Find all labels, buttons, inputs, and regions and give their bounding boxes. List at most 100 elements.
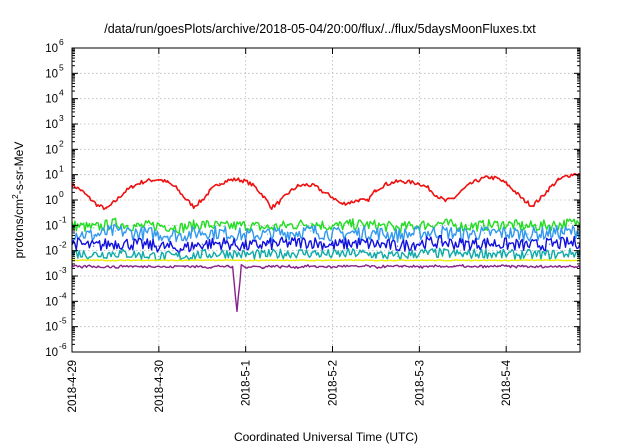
data-point xyxy=(93,259,95,261)
y-tick-exponent: -5 xyxy=(59,316,67,326)
data-point xyxy=(97,205,99,207)
data-point xyxy=(331,254,334,256)
data-point xyxy=(266,227,268,229)
data-point xyxy=(505,182,507,185)
data-point xyxy=(549,224,551,226)
data-point xyxy=(436,265,438,267)
data-point xyxy=(505,232,507,234)
data-point xyxy=(384,184,386,186)
data-point xyxy=(175,265,177,267)
data-point xyxy=(266,259,268,261)
y-tick-label: 10 xyxy=(45,68,58,80)
data-point xyxy=(549,243,551,245)
data-point xyxy=(240,265,242,267)
data-point xyxy=(80,189,82,191)
data-point xyxy=(444,265,446,267)
data-point xyxy=(114,266,116,268)
data-point xyxy=(440,231,442,233)
data-point xyxy=(114,259,116,262)
data-point xyxy=(331,233,334,235)
data-point xyxy=(314,266,316,268)
data-point xyxy=(331,225,334,228)
data-point xyxy=(245,224,247,226)
y-tick-exponent: -3 xyxy=(59,265,67,275)
data-point xyxy=(158,259,160,261)
data-point xyxy=(470,182,473,185)
data-point xyxy=(310,241,312,243)
data-point xyxy=(223,242,225,244)
data-point xyxy=(288,191,290,193)
data-point xyxy=(570,252,572,254)
data-point xyxy=(570,222,572,224)
data-point xyxy=(132,265,134,267)
data-point xyxy=(397,255,399,257)
data-point xyxy=(353,232,355,234)
data-point xyxy=(462,259,464,261)
series-line-2 xyxy=(71,224,581,243)
data-point xyxy=(340,265,342,267)
data-point xyxy=(570,242,572,244)
y-tick-label: 10 xyxy=(45,144,58,156)
data-point xyxy=(136,232,138,234)
data-point xyxy=(310,230,312,232)
data-point xyxy=(375,243,377,245)
y-tick-exponent: 0 xyxy=(59,189,64,199)
x-tick-label: 2018-4-29 xyxy=(67,360,79,412)
data-point xyxy=(158,255,160,257)
data-point xyxy=(358,266,360,268)
data-point xyxy=(410,265,412,267)
data-point xyxy=(566,265,568,267)
data-point xyxy=(219,265,221,267)
data-point xyxy=(527,259,529,261)
data-point xyxy=(549,232,551,234)
data-point xyxy=(179,248,182,250)
x-axis: 2018-4-29 2018-4-30 2018-5-1 2018-5-2 2018-5… xyxy=(67,48,513,412)
data-point xyxy=(418,182,420,185)
data-point xyxy=(401,180,403,182)
data-point xyxy=(245,245,247,247)
data-point xyxy=(288,252,290,254)
data-point xyxy=(158,265,160,267)
data-point xyxy=(158,178,160,180)
data-point xyxy=(557,179,559,181)
data-point xyxy=(193,266,195,268)
data-point xyxy=(349,201,351,204)
data-point xyxy=(570,259,572,262)
data-point xyxy=(397,245,399,247)
data-point xyxy=(271,265,273,267)
data-point xyxy=(479,178,481,180)
y-tick-exponent: 5 xyxy=(59,62,64,72)
x-tick-label: 2018-5-3 xyxy=(414,360,426,406)
data-point xyxy=(418,224,420,226)
data-point xyxy=(262,266,264,268)
data-point xyxy=(440,222,442,224)
data-point xyxy=(375,259,377,262)
data-point xyxy=(245,266,247,268)
data-point xyxy=(531,205,533,207)
data-point xyxy=(310,222,312,224)
data-point xyxy=(440,241,442,243)
data-point xyxy=(223,259,225,261)
series-line-1 xyxy=(71,217,581,234)
data-point xyxy=(523,265,525,267)
y-tick-label: 10 xyxy=(45,94,58,106)
data-point xyxy=(444,200,446,202)
data-point xyxy=(223,225,225,228)
data-point xyxy=(353,259,355,261)
data-point xyxy=(279,200,281,202)
y-tick-label: 10 xyxy=(45,170,58,182)
data-point xyxy=(527,225,529,228)
data-point xyxy=(331,259,334,261)
data-point xyxy=(453,266,455,268)
data-point xyxy=(436,194,438,197)
data-point xyxy=(331,266,334,268)
data-point xyxy=(514,190,516,192)
data-point xyxy=(123,265,125,267)
data-point xyxy=(483,259,486,261)
data-point xyxy=(410,181,412,183)
grid xyxy=(72,48,580,352)
data-point xyxy=(149,265,151,267)
data-point xyxy=(440,259,442,262)
data-point xyxy=(375,232,377,234)
data-point xyxy=(179,259,182,262)
